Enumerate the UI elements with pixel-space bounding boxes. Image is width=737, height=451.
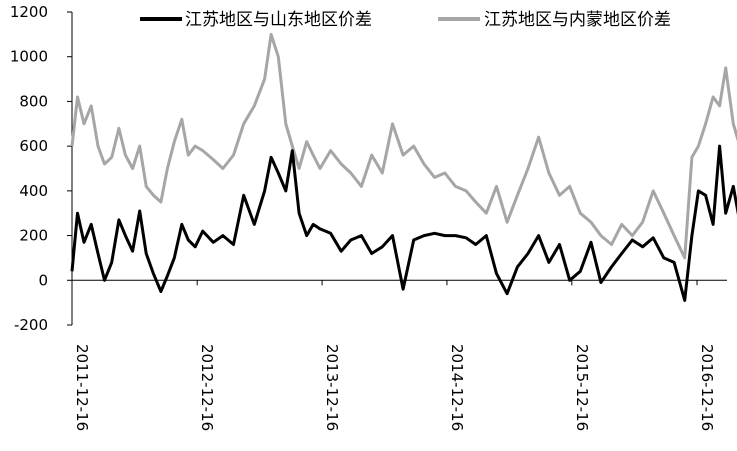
y-tick-label: 200 <box>19 227 48 245</box>
x-tick-label: 2014-12-16 <box>448 344 466 431</box>
x-tick-label: 2015-12-16 <box>573 344 591 431</box>
x-tick-label: 2011-12-16 <box>73 344 91 431</box>
y-tick-label: 400 <box>19 182 48 200</box>
legend-label-shandong: 江苏地区与山东地区价差 <box>185 10 372 30</box>
series-line-shandong <box>70 144 737 302</box>
y-tick-label: 600 <box>19 137 48 155</box>
y-tick-label: 0 <box>38 271 48 289</box>
y-tick-label: 1000 <box>10 48 48 66</box>
series-line-neimeng <box>70 32 737 260</box>
x-tick-label: 2016-12-16 <box>698 344 716 431</box>
x-tick-label: 2013-12-16 <box>323 344 341 431</box>
series-group <box>70 32 737 302</box>
legend-label-neimeng: 江苏地区与内蒙地区价差 <box>484 10 671 30</box>
y-tick-label: -200 <box>14 316 48 334</box>
y-tick-label: 800 <box>19 92 48 110</box>
x-tick-label: 2012-12-16 <box>198 344 216 431</box>
x-axis: 2011-12-16 2012-12-16 2013-12-16 2014-12-16… <box>71 279 727 431</box>
y-tick-label: 1200 <box>10 3 48 21</box>
legend: 江苏地区与山东地区价差 江苏地区与内蒙地区价差 <box>140 10 671 30</box>
y-axis: -200 0 200 400 600 800 1000 1200 <box>10 3 73 334</box>
